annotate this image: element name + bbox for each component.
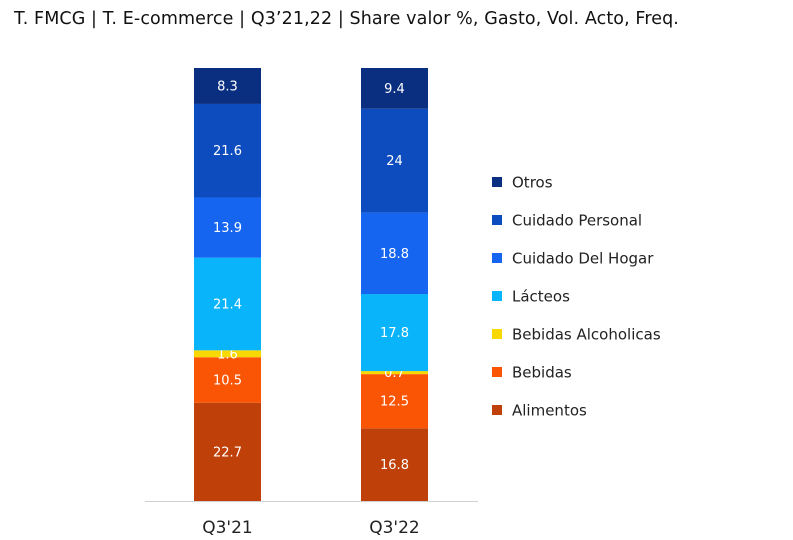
legend-swatch bbox=[492, 367, 502, 377]
legend-label: Otros bbox=[512, 174, 553, 192]
data-label: 13.9 bbox=[213, 221, 242, 236]
bar-segment-cuidado-del-hogar bbox=[194, 197, 261, 258]
bar-segment-bebidas-alcoholicas bbox=[194, 350, 261, 358]
bar-segment-bebidas bbox=[361, 374, 428, 429]
legend-swatch bbox=[492, 253, 502, 263]
bar-segment-otros bbox=[194, 68, 261, 104]
data-label: 16.8 bbox=[380, 458, 409, 473]
data-label: 12.5 bbox=[380, 395, 409, 410]
data-label: 17.8 bbox=[380, 326, 409, 341]
data-label: 9.4 bbox=[384, 82, 405, 97]
bar-segment-lácteos bbox=[194, 257, 261, 351]
chart-title: T. FMCG | T. E-commerce | Q3’21,22 | Sha… bbox=[14, 9, 679, 29]
bar-segment-alimentos bbox=[194, 402, 261, 501]
bar-segment-otros bbox=[361, 68, 428, 109]
bar-segment-cuidado-personal bbox=[194, 103, 261, 198]
legend-label: Bebidas Alcoholicas bbox=[512, 326, 661, 344]
data-label: 18.8 bbox=[380, 247, 409, 262]
legend-label: Cuidado Del Hogar bbox=[512, 250, 654, 268]
legend-swatch bbox=[492, 405, 502, 415]
legend-label: Cuidado Personal bbox=[512, 212, 642, 230]
bar-segment-bebidas-alcoholicas bbox=[361, 371, 428, 375]
legend-swatch bbox=[492, 291, 502, 301]
bar-segment-cuidado-del-hogar bbox=[361, 212, 428, 295]
bar-segment-cuidado-personal bbox=[361, 108, 428, 213]
legend-label: Bebidas bbox=[512, 364, 572, 382]
data-label: 8.3 bbox=[217, 79, 238, 94]
data-label: 22.7 bbox=[213, 445, 242, 460]
category-label: Q3'21 bbox=[202, 518, 253, 538]
data-label: 21.4 bbox=[213, 297, 242, 312]
bar-segment-lácteos bbox=[361, 294, 428, 372]
legend-label: Alimentos bbox=[512, 402, 587, 420]
bar-segment-alimentos bbox=[361, 428, 428, 501]
data-label: 1.6 bbox=[217, 347, 238, 362]
data-label: 10.5 bbox=[213, 373, 242, 388]
category-label: Q3'22 bbox=[369, 518, 420, 538]
legend-swatch bbox=[492, 329, 502, 339]
data-label: 24 bbox=[386, 154, 403, 169]
legend-swatch bbox=[492, 177, 502, 187]
legend-label: Lácteos bbox=[512, 288, 570, 306]
data-label: 21.6 bbox=[213, 144, 242, 159]
legend-swatch bbox=[492, 215, 502, 225]
bar-segment-bebidas bbox=[194, 357, 261, 403]
